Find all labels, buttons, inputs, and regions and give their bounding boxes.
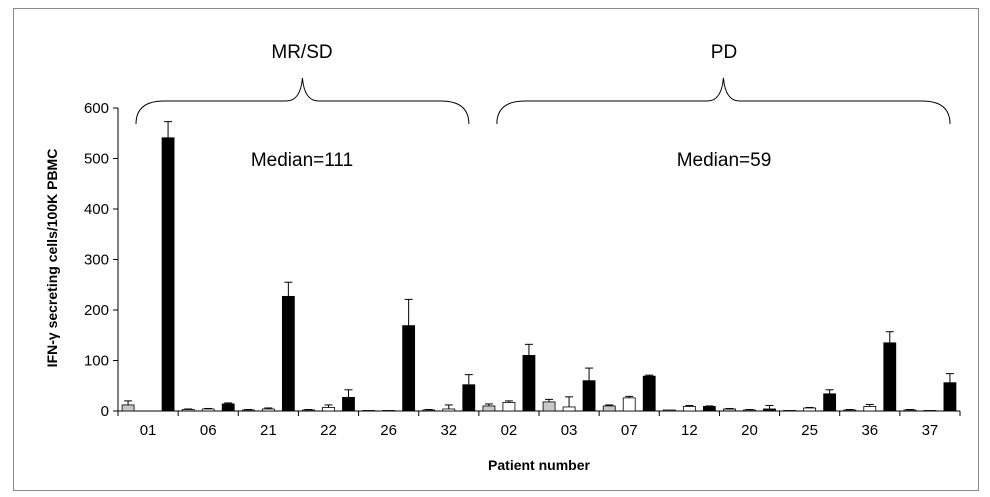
group-label-mr-sd: MR/SD [271,42,332,63]
bar [903,409,917,412]
bar [702,406,716,412]
bar [723,408,736,412]
x-tick-label: 12 [681,422,698,439]
bar [482,405,496,412]
x-tick-label: 22 [320,422,337,439]
bar [241,409,255,412]
bar [743,409,756,412]
y-tick-label: 400 [84,201,109,218]
bar [843,409,857,412]
bar [682,406,696,412]
bar [863,406,877,412]
x-tick-label: 36 [861,422,878,439]
group-label-pd: PD [711,42,737,63]
group-bracket [135,77,470,125]
bar [422,409,436,412]
y-tick-label: 0 [101,403,109,420]
x-tick-label: 37 [922,422,939,439]
bar [221,403,235,412]
bar [943,382,957,412]
bar [442,408,456,412]
bar [201,408,215,412]
x-tick-label: 20 [741,422,758,439]
bar [161,137,175,412]
y-tick-label: 600 [84,100,109,117]
y-tick-label: 500 [84,151,109,168]
median-label-pd: Median=59 [677,150,772,171]
bar [462,384,476,412]
bar [362,410,376,412]
bar [542,401,556,412]
x-tick-label: 06 [200,422,217,439]
bar [823,393,837,412]
bar [322,407,335,412]
x-tick-label: 01 [140,422,157,439]
bar [602,405,616,412]
x-tick-label: 25 [801,422,818,439]
x-tick-label: 03 [561,422,578,439]
x-tick-label: 21 [260,422,277,439]
bar [662,409,676,412]
bar [562,406,576,412]
bar [342,396,355,412]
bar [522,355,536,412]
bar [261,408,275,412]
y-tick-label: 100 [84,353,109,370]
bar [642,375,656,412]
group-brackets [135,77,951,125]
bar [382,410,396,412]
x-tick-label: 26 [380,422,397,439]
bar [923,410,937,412]
bars [121,121,957,412]
figure-frame [13,8,979,491]
bar [402,325,416,412]
bar [582,380,596,412]
x-tick-label: 02 [501,422,518,439]
x-tick-label: 07 [621,422,638,439]
bar [181,409,195,412]
y-tick-labels: 0 100 200 300 400 500 600 [84,100,109,420]
bar [783,410,797,412]
bar [281,295,295,412]
median-label-mr-sd: Median=111 [251,150,353,171]
y-tick-label: 300 [84,252,109,269]
x-axis-title: Patient number [488,457,590,473]
axes [113,107,961,416]
group-bracket [496,77,951,125]
bar [622,397,636,412]
x-tick-labels: 01 06 21 22 26 32 02 03 07 12 20 25 36 37 [140,422,939,439]
bar [502,402,516,412]
bar [803,407,817,412]
bar [883,342,897,412]
y-axis-title: IFN-γ secreting cells/100K PBMC [44,149,60,368]
bar [302,409,315,412]
x-tick-label: 32 [440,422,457,439]
bar [763,408,776,412]
y-tick-label: 200 [84,302,109,319]
bar [121,404,135,412]
